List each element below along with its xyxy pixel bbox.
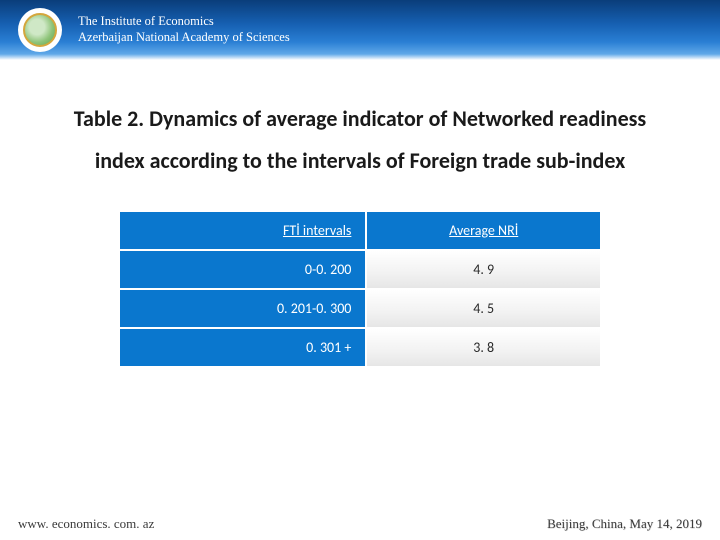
globe-icon	[23, 13, 57, 47]
org-name: The Institute of Economics Azerbaijan Na…	[78, 14, 290, 45]
table-header-row: FTİ intervals Average NRİ	[120, 212, 600, 250]
cell-value: 3. 8	[366, 328, 600, 366]
cell-value: 4. 9	[366, 250, 600, 289]
footer-location-date: Beijing, China, May 14, 2019	[547, 516, 702, 532]
org-logo	[18, 8, 62, 52]
col-header-nri: Average NRİ	[366, 212, 600, 250]
cell-interval: 0. 301 +	[120, 328, 366, 366]
org-line1: The Institute of Economics	[78, 14, 290, 30]
footer-url: www. economics. com. az	[18, 516, 154, 532]
footer: www. economics. com. az Beijing, China, …	[0, 516, 720, 532]
cell-value: 4. 5	[366, 289, 600, 328]
table-row: 0. 201-0. 300 4. 5	[120, 289, 600, 328]
col-header-fti: FTİ intervals	[120, 212, 366, 250]
table-row: 0. 301 + 3. 8	[120, 328, 600, 366]
title-line2: index according to the intervals of Fore…	[95, 147, 625, 174]
data-table: FTİ intervals Average NRİ 0-0. 200 4. 9 …	[120, 212, 600, 366]
cell-interval: 0-0. 200	[120, 250, 366, 289]
header-bar: The Institute of Economics Azerbaijan Na…	[0, 0, 720, 60]
table-row: 0-0. 200 4. 9	[120, 250, 600, 289]
slide-title: Table 2. Dynamics of average indicator o…	[0, 60, 720, 182]
title-line1: Table 2. Dynamics of average indicator o…	[74, 105, 646, 132]
org-line2: Azerbaijan National Academy of Sciences	[78, 30, 290, 46]
cell-interval: 0. 201-0. 300	[120, 289, 366, 328]
data-table-container: FTİ intervals Average NRİ 0-0. 200 4. 9 …	[0, 182, 720, 366]
